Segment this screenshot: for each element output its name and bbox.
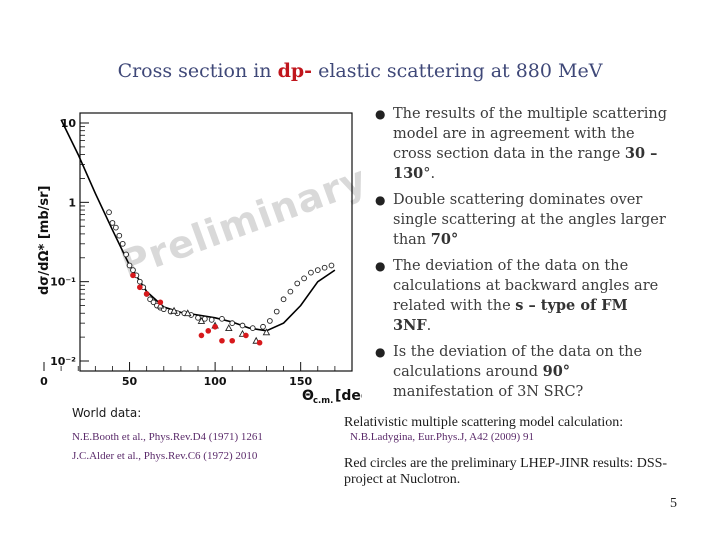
jinr-data-point — [137, 284, 143, 291]
world-data-point — [280, 296, 287, 303]
x-tick-label: 50 — [122, 375, 138, 388]
jinr-data-point — [143, 291, 150, 297]
bullet-item: ● The deviation of the data on the calcul… — [370, 256, 670, 336]
reference-alder: J.C.Alder et al., Phys.Rev.C6 (1972) 201… — [72, 450, 258, 462]
x-tick-label: 100 — [204, 375, 227, 388]
bullet-text-end: . — [426, 318, 432, 334]
bullet-text-end: °. — [423, 166, 436, 182]
slide-title: Cross section in dp- elastic scattering … — [0, 60, 720, 82]
jinr-data-point — [212, 323, 218, 330]
world-data-point — [126, 262, 133, 269]
x-axis-label-unit: [deg] — [335, 388, 362, 404]
bullet-item: ● Is the deviation of the data on the cal… — [370, 342, 670, 402]
world-data-point — [249, 325, 256, 331]
title-reaction: dp- — [277, 60, 313, 82]
world-data-point — [219, 315, 225, 322]
bullet-text: Is the deviation of the data on the calc… — [393, 344, 643, 380]
world-data-point — [116, 232, 123, 239]
calc-reference: N.B.Ladygina, Eur.Phys.J, A42 (2009) 91 — [350, 431, 534, 443]
title-text-post: elastic scattering at 880 MeV — [312, 60, 603, 82]
bullet-emphasis: s – type of FM 3NF — [393, 297, 628, 334]
world-data-point — [130, 267, 136, 273]
world-data-point — [201, 315, 208, 322]
world-data-point — [308, 269, 314, 276]
world-data-point — [123, 251, 129, 258]
bullet-emphasis: 30 – 130 — [393, 145, 658, 182]
world-data-point — [294, 280, 301, 287]
world-data-point — [113, 224, 119, 231]
world-data-point — [147, 296, 153, 303]
world-data-point — [267, 318, 273, 324]
x-axis-label-subscript: c.m. — [313, 396, 333, 406]
jinr-data-point — [198, 332, 205, 339]
bullet-dot-icon: ● — [375, 345, 386, 359]
bullet-emphasis: 90° — [542, 363, 571, 380]
bullet-text: The results of the multiple scattering m… — [393, 106, 667, 162]
bullet-text: Double scattering dominates over single … — [393, 192, 666, 248]
y-tick-label: 10⁻¹ — [50, 276, 76, 289]
x-axis: 0 50 100 150 — [40, 362, 336, 388]
bullet-item: ● The results of the multiple scattering … — [370, 104, 670, 184]
world-data-point — [195, 314, 201, 321]
red-circles-note: Red circles are the preliminary LHEP-JIN… — [344, 456, 668, 487]
bullet-list: ● The results of the multiple scattering … — [370, 104, 670, 408]
bullet-text-end: manifestation of 3N SRC? — [393, 384, 584, 400]
x-tick-label: 0 — [40, 375, 48, 388]
world-data-point — [239, 322, 246, 329]
bullet-item: ● Double scattering dominates over single… — [370, 190, 670, 250]
y-axis-label: dσ/dΩ* [mb/sr] — [37, 186, 52, 296]
jinr-data-point — [219, 337, 225, 344]
bullet-text: The deviation of the data on the calcula… — [393, 258, 659, 314]
world-data-point — [229, 320, 236, 326]
world-data-point — [208, 317, 215, 323]
bullet-dot-icon: ● — [375, 259, 386, 273]
world-data-label: World data: — [72, 406, 142, 420]
jinr-data-point — [130, 272, 136, 279]
world-data-point — [321, 264, 328, 271]
world-data-triangle — [262, 328, 271, 336]
world-data-triangle — [156, 301, 165, 309]
world-data-triangle — [170, 306, 178, 314]
world-data-point — [314, 267, 321, 273]
plot-frame — [79, 112, 353, 372]
x-axis-label-theta: Θ — [302, 388, 314, 404]
jinr-data-point — [256, 339, 263, 346]
bullet-emphasis: 70° — [430, 231, 459, 248]
world-data-triangle — [197, 316, 206, 324]
bullet-dot-icon: ● — [375, 193, 386, 207]
world-data-point — [119, 240, 126, 247]
chart-series — [60, 119, 336, 346]
jinr-data-point — [243, 332, 249, 339]
world-data-point — [106, 209, 112, 216]
page-number: 5 — [670, 496, 677, 511]
x-tick-label: 150 — [289, 375, 312, 388]
world-data-triangle — [183, 309, 192, 317]
world-data-point — [109, 220, 116, 226]
world-data-point — [260, 323, 266, 330]
world-data-triangle — [225, 324, 233, 332]
y-tick-label: 10⁻² — [50, 355, 76, 368]
world-data-point — [136, 278, 143, 285]
title-text-pre: Cross section in — [117, 60, 278, 82]
calc-label: Relativistic multiple scattering model c… — [344, 415, 624, 430]
bullet-dot-icon: ● — [375, 107, 386, 121]
world-data-point — [150, 299, 157, 306]
y-tick-label: 1 — [68, 196, 76, 209]
world-data-point — [287, 288, 294, 295]
world-data-point — [301, 275, 307, 282]
jinr-data-point — [229, 337, 236, 344]
reference-booth: N.E.Booth et al., Phys.Rev.D4 (1971) 126… — [72, 431, 263, 443]
jinr-data-point — [205, 328, 212, 334]
jinr-data-point — [157, 299, 164, 306]
world-data-point — [328, 262, 335, 269]
world-data-point — [273, 308, 280, 315]
